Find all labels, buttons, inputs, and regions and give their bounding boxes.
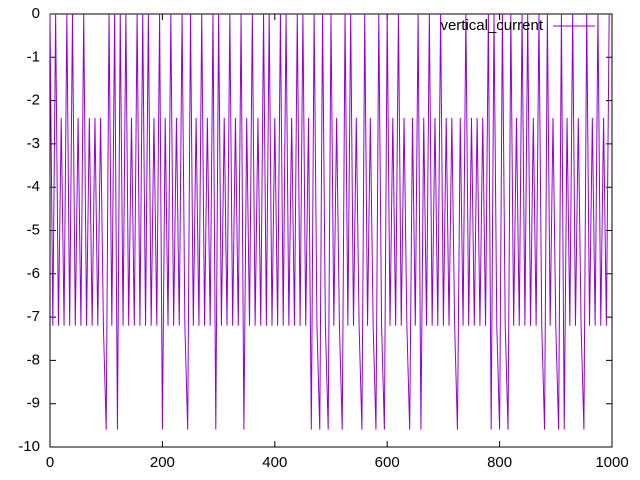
y-tick-label: 0 bbox=[32, 5, 40, 22]
x-tick-label: 0 bbox=[46, 454, 54, 471]
x-tick-label: 800 bbox=[487, 454, 512, 471]
x-tick-label: 600 bbox=[375, 454, 400, 471]
y-tick-label: -8 bbox=[27, 351, 40, 368]
legend-label: vertical_current bbox=[440, 17, 543, 34]
x-tick-label: 1000 bbox=[595, 454, 628, 471]
y-tick-label: -7 bbox=[27, 308, 40, 325]
data-line bbox=[49, 13, 610, 430]
y-tick-label: -2 bbox=[27, 92, 40, 109]
x-tick-label: 200 bbox=[150, 454, 175, 471]
y-tick-label: -4 bbox=[27, 178, 40, 195]
y-tick-label: -3 bbox=[27, 135, 40, 152]
x-tick-label: 400 bbox=[262, 454, 287, 471]
y-tick-label: -10 bbox=[18, 438, 40, 455]
y-tick-label: -1 bbox=[27, 48, 40, 65]
y-tick-label: -9 bbox=[27, 395, 40, 412]
y-tick-label: -6 bbox=[27, 265, 40, 282]
y-tick-label: -5 bbox=[27, 221, 40, 238]
